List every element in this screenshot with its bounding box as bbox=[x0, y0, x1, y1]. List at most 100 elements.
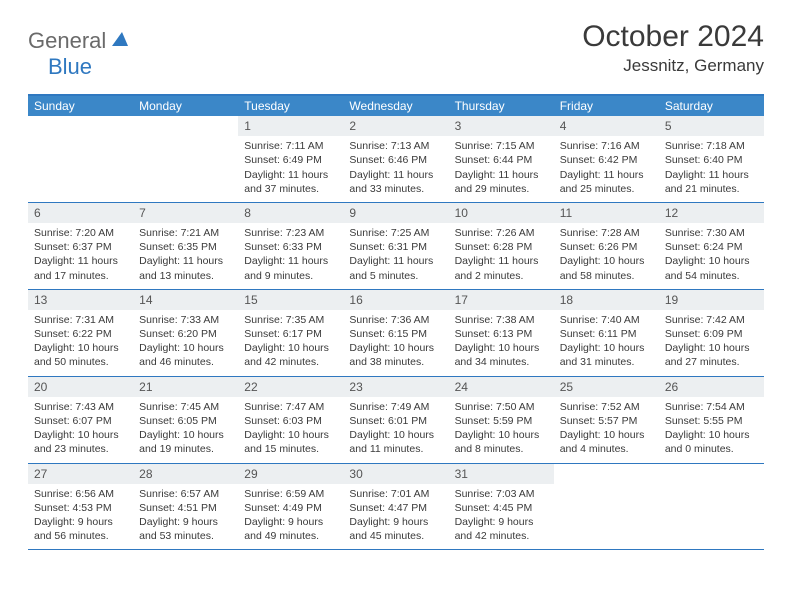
sunrise-text: Sunrise: 7:18 AM bbox=[665, 139, 758, 153]
day-cell bbox=[133, 116, 238, 202]
day-cell bbox=[659, 464, 764, 550]
daylight-text: Daylight: 11 hours and 37 minutes. bbox=[244, 168, 337, 196]
sunset-text: Sunset: 6:37 PM bbox=[34, 240, 127, 254]
sunset-text: Sunset: 4:53 PM bbox=[34, 501, 127, 515]
sunrise-text: Sunrise: 7:35 AM bbox=[244, 313, 337, 327]
daylight-text: Daylight: 11 hours and 9 minutes. bbox=[244, 254, 337, 282]
day-number: 21 bbox=[133, 377, 238, 397]
day-number: 1 bbox=[238, 116, 343, 136]
day-cell: 20Sunrise: 7:43 AMSunset: 6:07 PMDayligh… bbox=[28, 377, 133, 463]
daylight-text: Daylight: 11 hours and 5 minutes. bbox=[349, 254, 442, 282]
day-number: 19 bbox=[659, 290, 764, 310]
day-cell: 30Sunrise: 7:01 AMSunset: 4:47 PMDayligh… bbox=[343, 464, 448, 550]
day-number: 16 bbox=[343, 290, 448, 310]
day-number: 14 bbox=[133, 290, 238, 310]
day-cell: 23Sunrise: 7:49 AMSunset: 6:01 PMDayligh… bbox=[343, 377, 448, 463]
sunset-text: Sunset: 6:17 PM bbox=[244, 327, 337, 341]
day-number: 10 bbox=[449, 203, 554, 223]
sunrise-text: Sunrise: 7:23 AM bbox=[244, 226, 337, 240]
daylight-text: Daylight: 10 hours and 4 minutes. bbox=[560, 428, 653, 456]
sunset-text: Sunset: 4:45 PM bbox=[455, 501, 548, 515]
logo-sail-icon bbox=[110, 30, 130, 53]
logo-text-blue: Blue bbox=[48, 54, 92, 79]
sunrise-text: Sunrise: 7:30 AM bbox=[665, 226, 758, 240]
day-cell: 11Sunrise: 7:28 AMSunset: 6:26 PMDayligh… bbox=[554, 203, 659, 289]
day-number: 13 bbox=[28, 290, 133, 310]
daylight-text: Daylight: 11 hours and 13 minutes. bbox=[139, 254, 232, 282]
day-cell: 4Sunrise: 7:16 AMSunset: 6:42 PMDaylight… bbox=[554, 116, 659, 202]
day-number: 30 bbox=[343, 464, 448, 484]
daylight-text: Daylight: 10 hours and 11 minutes. bbox=[349, 428, 442, 456]
day-number: 17 bbox=[449, 290, 554, 310]
day-cell: 29Sunrise: 6:59 AMSunset: 4:49 PMDayligh… bbox=[238, 464, 343, 550]
day-cell: 12Sunrise: 7:30 AMSunset: 6:24 PMDayligh… bbox=[659, 203, 764, 289]
daylight-text: Daylight: 10 hours and 19 minutes. bbox=[139, 428, 232, 456]
sunrise-text: Sunrise: 7:50 AM bbox=[455, 400, 548, 414]
daylight-text: Daylight: 10 hours and 34 minutes. bbox=[455, 341, 548, 369]
daylight-text: Daylight: 10 hours and 46 minutes. bbox=[139, 341, 232, 369]
day-number bbox=[133, 116, 238, 136]
sunset-text: Sunset: 6:26 PM bbox=[560, 240, 653, 254]
sunset-text: Sunset: 6:07 PM bbox=[34, 414, 127, 428]
sunrise-text: Sunrise: 7:20 AM bbox=[34, 226, 127, 240]
logo-text-general: General bbox=[28, 28, 106, 54]
sunrise-text: Sunrise: 7:45 AM bbox=[139, 400, 232, 414]
daylight-text: Daylight: 10 hours and 58 minutes. bbox=[560, 254, 653, 282]
sunrise-text: Sunrise: 7:36 AM bbox=[349, 313, 442, 327]
sunset-text: Sunset: 6:22 PM bbox=[34, 327, 127, 341]
day-cell: 16Sunrise: 7:36 AMSunset: 6:15 PMDayligh… bbox=[343, 290, 448, 376]
sunrise-text: Sunrise: 7:49 AM bbox=[349, 400, 442, 414]
dow-thu: Thursday bbox=[449, 96, 554, 116]
sunset-text: Sunset: 5:55 PM bbox=[665, 414, 758, 428]
day-cell: 5Sunrise: 7:18 AMSunset: 6:40 PMDaylight… bbox=[659, 116, 764, 202]
sunrise-text: Sunrise: 7:38 AM bbox=[455, 313, 548, 327]
sunrise-text: Sunrise: 7:26 AM bbox=[455, 226, 548, 240]
day-cell bbox=[554, 464, 659, 550]
day-number: 4 bbox=[554, 116, 659, 136]
daylight-text: Daylight: 9 hours and 45 minutes. bbox=[349, 515, 442, 543]
day-cell: 19Sunrise: 7:42 AMSunset: 6:09 PMDayligh… bbox=[659, 290, 764, 376]
day-cell: 14Sunrise: 7:33 AMSunset: 6:20 PMDayligh… bbox=[133, 290, 238, 376]
sunset-text: Sunset: 6:15 PM bbox=[349, 327, 442, 341]
daylight-text: Daylight: 11 hours and 33 minutes. bbox=[349, 168, 442, 196]
dow-fri: Friday bbox=[554, 96, 659, 116]
sunrise-text: Sunrise: 7:54 AM bbox=[665, 400, 758, 414]
sunset-text: Sunset: 6:11 PM bbox=[560, 327, 653, 341]
sunset-text: Sunset: 6:31 PM bbox=[349, 240, 442, 254]
week-row: 13 Sunrise: 7:31 AMSunset: 6:22 PM Dayligh… bbox=[28, 289, 764, 376]
daylight-text: Daylight: 10 hours and 15 minutes. bbox=[244, 428, 337, 456]
week-row: 1Sunrise: 7:11 AMSunset: 6:49 PMDaylight… bbox=[28, 116, 764, 202]
daylight-text: Daylight: 9 hours and 53 minutes. bbox=[139, 515, 232, 543]
day-number: 8 bbox=[238, 203, 343, 223]
day-number bbox=[554, 464, 659, 484]
week-row: 20Sunrise: 7:43 AMSunset: 6:07 PMDayligh… bbox=[28, 376, 764, 463]
day-cell: 26Sunrise: 7:54 AMSunset: 5:55 PMDayligh… bbox=[659, 377, 764, 463]
sunrise-text: Sunrise: 7:31 AM bbox=[34, 313, 127, 327]
sunset-text: Sunset: 6:05 PM bbox=[139, 414, 232, 428]
sunrise-text: Sunrise: 6:56 AM bbox=[34, 487, 127, 501]
sunset-text: Sunset: 6:28 PM bbox=[455, 240, 548, 254]
day-number: 29 bbox=[238, 464, 343, 484]
day-cell: 13Sunrise: 7:31 AMSunset: 6:22 PMDayligh… bbox=[28, 290, 133, 376]
daylight-text: Daylight: 10 hours and 23 minutes. bbox=[34, 428, 127, 456]
sunset-text: Sunset: 5:57 PM bbox=[560, 414, 653, 428]
daylight-text: Daylight: 10 hours and 54 minutes. bbox=[665, 254, 758, 282]
day-cell: 2Sunrise: 7:13 AMSunset: 6:46 PMDaylight… bbox=[343, 116, 448, 202]
day-number: 12 bbox=[659, 203, 764, 223]
day-number: 18 bbox=[554, 290, 659, 310]
sunrise-text: Sunrise: 7:21 AM bbox=[139, 226, 232, 240]
sunrise-text: Sunrise: 7:43 AM bbox=[34, 400, 127, 414]
week-row: 6Sunrise: 7:20 AMSunset: 6:37 PMDaylight… bbox=[28, 202, 764, 289]
dow-row: Sunday Monday Tuesday Wednesday Thursday… bbox=[28, 96, 764, 116]
daylight-text: Daylight: 9 hours and 42 minutes. bbox=[455, 515, 548, 543]
day-number bbox=[28, 116, 133, 136]
day-number: 28 bbox=[133, 464, 238, 484]
sunset-text: Sunset: 6:44 PM bbox=[455, 153, 548, 167]
sunset-text: Sunset: 4:47 PM bbox=[349, 501, 442, 515]
day-number: 26 bbox=[659, 377, 764, 397]
day-cell: 7Sunrise: 7:21 AMSunset: 6:35 PMDaylight… bbox=[133, 203, 238, 289]
day-cell: 6Sunrise: 7:20 AMSunset: 6:37 PMDaylight… bbox=[28, 203, 133, 289]
sunset-text: Sunset: 6:46 PM bbox=[349, 153, 442, 167]
sunrise-text: Sunrise: 7:15 AM bbox=[455, 139, 548, 153]
day-cell: 10Sunrise: 7:26 AMSunset: 6:28 PMDayligh… bbox=[449, 203, 554, 289]
